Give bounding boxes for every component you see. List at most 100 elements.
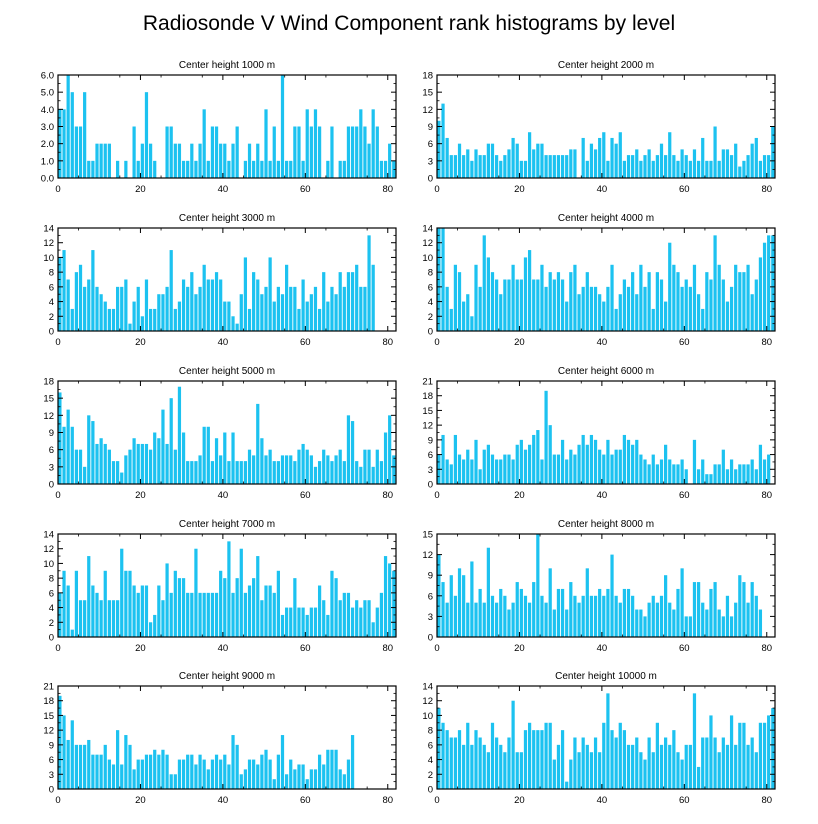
y-tick-label: 6 xyxy=(428,139,433,150)
histogram-bar xyxy=(70,629,74,637)
histogram-bar xyxy=(696,582,701,637)
histogram-bar xyxy=(725,744,730,789)
x-tick-label: 60 xyxy=(679,490,690,501)
histogram-bar xyxy=(606,693,610,789)
histogram-bar xyxy=(202,759,206,789)
histogram-bar xyxy=(330,570,334,637)
histogram-bar xyxy=(503,595,507,637)
histogram-bar xyxy=(243,257,248,331)
histogram-bar xyxy=(610,137,614,178)
histogram-bar xyxy=(713,582,717,637)
panel-title: Center height 7000 m xyxy=(179,519,275,530)
histogram-bar xyxy=(453,595,458,637)
histogram-bar xyxy=(91,754,95,789)
y-tick-label: 6 xyxy=(49,588,54,599)
histogram-bar xyxy=(499,459,503,484)
x-tick-label: 60 xyxy=(679,184,690,195)
histogram-bar xyxy=(750,737,754,789)
histogram-bar xyxy=(676,752,680,789)
histogram-bar xyxy=(507,279,511,331)
histogram-bar xyxy=(569,449,573,484)
histogram-bar xyxy=(326,749,330,789)
histogram-bar xyxy=(103,570,107,637)
histogram-bar xyxy=(350,421,355,484)
histogram-bar xyxy=(556,588,561,637)
histogram-bar xyxy=(470,459,474,484)
histogram-bar xyxy=(655,272,659,331)
histogram-bar xyxy=(326,301,330,331)
x-tick-label: 40 xyxy=(218,643,229,654)
histogram-bar xyxy=(326,160,330,178)
histogram-bar xyxy=(515,582,519,637)
histogram-bar xyxy=(548,272,552,331)
histogram-bar xyxy=(87,415,91,484)
x-tick-label: 0 xyxy=(55,643,60,654)
histogram-bar xyxy=(309,294,313,331)
histogram-bar xyxy=(359,286,363,331)
histogram-bar xyxy=(589,286,594,331)
histogram-bar xyxy=(470,561,474,637)
histogram-bar xyxy=(78,449,83,484)
y-tick-label: 6 xyxy=(428,282,433,293)
histogram-bar xyxy=(486,547,490,637)
histogram-bar xyxy=(478,588,482,637)
histogram-bar xyxy=(705,160,709,178)
histogram-bar xyxy=(239,461,243,484)
histogram-bar xyxy=(186,160,190,178)
x-tick-label: 20 xyxy=(514,643,525,654)
histogram-bar xyxy=(235,578,239,637)
x-tick-label: 80 xyxy=(761,795,772,806)
y-tick-label: 8 xyxy=(49,268,54,279)
histogram-bar xyxy=(478,286,482,331)
histogram-bar xyxy=(297,764,301,789)
histogram-bar xyxy=(227,541,231,637)
histogram-bar xyxy=(717,609,721,637)
histogram-bar xyxy=(165,563,169,637)
panel-title: Center height 6000 m xyxy=(558,366,654,377)
histogram-bar xyxy=(445,137,449,178)
histogram-bar xyxy=(696,766,701,789)
histogram-bar xyxy=(462,744,466,789)
histogram-bar xyxy=(379,592,384,637)
histogram-bar xyxy=(227,461,231,484)
histogram-bar xyxy=(696,469,701,484)
histogram-bar xyxy=(280,614,285,637)
histogram-bar xyxy=(552,454,556,484)
histogram-bar xyxy=(206,592,210,637)
histogram-bar xyxy=(272,126,276,178)
histogram-bar xyxy=(153,749,157,789)
histogram-bar xyxy=(210,592,215,637)
histogram-bar xyxy=(478,155,482,178)
histogram-bar xyxy=(219,143,223,178)
histogram-bar xyxy=(276,461,280,484)
histogram-bar xyxy=(647,602,651,637)
y-tick-label: 21 xyxy=(422,377,433,388)
histogram-bar xyxy=(301,764,305,789)
histogram-bar xyxy=(243,769,248,789)
histogram-bar xyxy=(74,570,79,637)
histogram-bar xyxy=(285,160,289,178)
histogram-bar xyxy=(754,752,758,789)
histogram-bar xyxy=(721,737,725,789)
histogram-bar xyxy=(742,582,746,637)
histogram-bar xyxy=(701,137,705,178)
histogram-bar xyxy=(680,459,684,484)
histogram-bar xyxy=(128,570,132,637)
histogram-bar xyxy=(639,454,643,484)
histogram-bar xyxy=(762,459,767,484)
histogram-bar xyxy=(569,149,573,178)
histogram-bar xyxy=(490,454,495,484)
histogram-bar xyxy=(466,449,470,484)
histogram-bar xyxy=(746,264,750,331)
histogram-bar xyxy=(639,752,643,789)
histogram-bar xyxy=(536,534,540,637)
histogram-bar xyxy=(536,143,540,178)
histogram-bar xyxy=(83,466,87,484)
histogram-bar xyxy=(705,737,709,789)
x-tick-label: 40 xyxy=(597,795,608,806)
histogram-bar xyxy=(560,439,565,484)
histogram-bar xyxy=(445,730,449,789)
histogram-bar xyxy=(709,160,713,178)
histogram-bar xyxy=(692,439,697,484)
histogram-bar xyxy=(486,444,490,484)
